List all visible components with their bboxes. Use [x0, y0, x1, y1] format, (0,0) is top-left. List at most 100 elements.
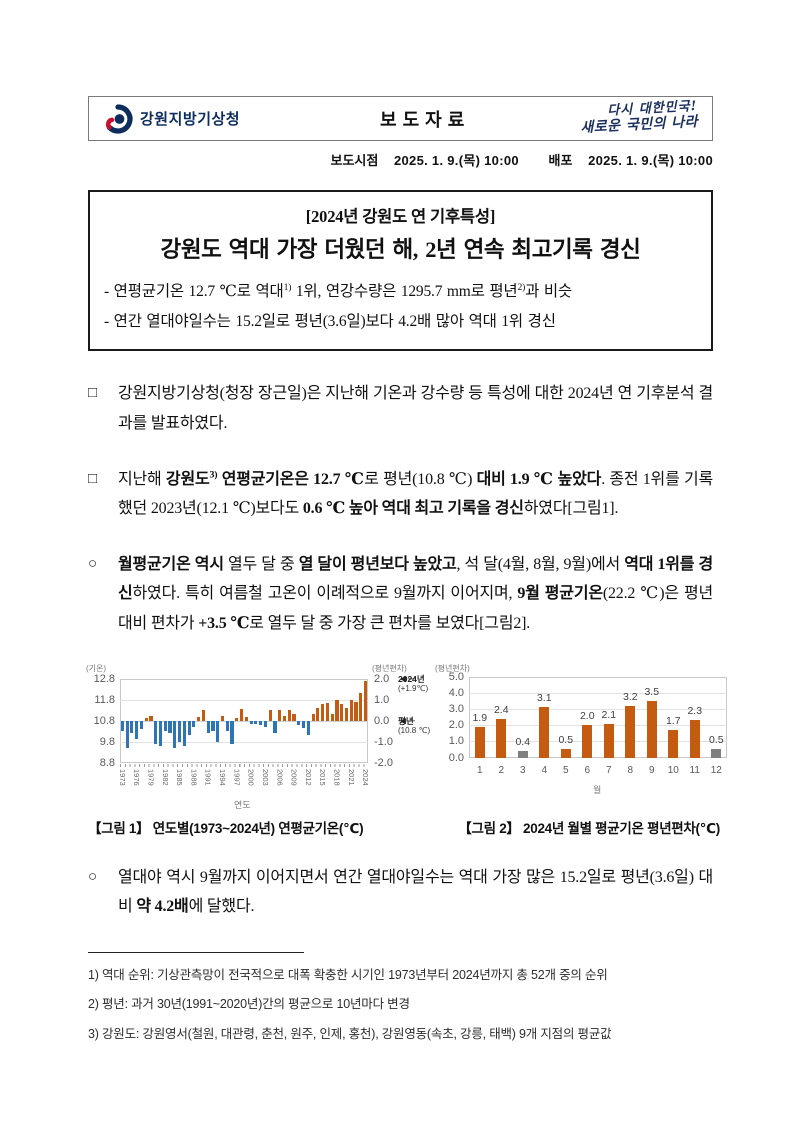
bar-month-4 [539, 707, 550, 758]
bar-year-1974 [125, 720, 129, 748]
bar-year-1999 [244, 717, 248, 721]
x-tick-label: 1994 [218, 768, 228, 786]
x-tick-month-9: 9 [648, 764, 655, 776]
x-tick-month-2: 2 [498, 764, 505, 776]
x-tick-month-4: 4 [541, 764, 548, 776]
x-tick-month-8: 8 [627, 764, 634, 776]
plot-area [469, 676, 727, 758]
left-axis-tick: 12.8 [93, 672, 115, 685]
bar-year-1995 [225, 720, 229, 732]
x-tick-month-12: 12 [710, 764, 722, 776]
x-tick-label: 1985 [175, 768, 185, 786]
bar-year-2024 [364, 680, 368, 721]
bar-year-1990 [201, 710, 205, 721]
figure2-chart: (평년편차) 5.0 4.0 3.0 2.0 1.0 0.0 1.9 1 2.4 2 0.4 3 3.1 4… [435, 661, 737, 807]
headline-bullet-1: - 연평균기온 12.7 ℃로 역대1) 1위, 연강수량은 1295.7 mm… [104, 277, 697, 307]
right-axis-title: (평년편차) [372, 663, 407, 673]
bar-year-1997 [235, 718, 239, 721]
bar-value-month-8: 3.2 [622, 690, 638, 703]
bar-year-2003 [263, 720, 267, 727]
bar-year-1973 [120, 720, 124, 732]
y-axis-title: (평년편차) [435, 663, 470, 673]
x-tick-label: 2006 [275, 768, 285, 786]
paragraph-monthly-mean-temp: ○ 월평균기온 역시 열두 달 중 열 달이 평년보다 높았고, 석 달(4월,… [88, 550, 713, 639]
y-axis-tick: 0.0 [448, 751, 464, 764]
headline-bullets: - 연평균기온 12.7 ℃로 역대1) 1위, 연강수량은 1295.7 mm… [104, 277, 697, 337]
y-axis-tick: 2.0 [448, 719, 464, 732]
bar-month-12 [711, 749, 722, 758]
text-segment: 월평균기온 역시 [118, 555, 224, 573]
bar-value-month-7: 2.1 [601, 708, 617, 721]
figure1-caption: 【그림 1】 연도별(1973~2024년) 연평균기온(℃) [88, 820, 364, 836]
bar-value-month-12: 0.5 [708, 734, 724, 747]
gridline [120, 720, 368, 722]
gridline [469, 708, 727, 710]
bar-month-7 [603, 723, 614, 758]
footnotes: 1) 역대 순위: 기상관측망이 전국적으로 대폭 확충한 시기인 1973년부… [88, 961, 730, 1049]
bar-year-1982 [163, 720, 167, 732]
figure-captions: 【그림 1】 연도별(1973~2024년) 연평균기온(℃) 【그림 2】 2… [88, 817, 720, 837]
bar-year-1981 [158, 720, 163, 746]
bar-year-2008 [287, 710, 291, 721]
bar-year-1976 [135, 720, 139, 740]
gridline [469, 692, 727, 694]
bar-value-month-6: 2.0 [579, 710, 595, 723]
distribute-value: 2025. 1. 9.(목) 10:00 [588, 153, 713, 168]
figure1-chart: (기온) (평년편차) 12.8 11.8 10.8 9.8 8.8 2.0 1.0 0.0 -1.… [84, 661, 434, 810]
text-segment: 역대 1위를 경신 [118, 555, 713, 603]
text-segment: 1위, 연강수량은 1295.7 mm로 평년 [291, 283, 518, 300]
text-segment: - 연평균기온 12.7 ℃로 역대 [104, 283, 284, 300]
left-axis-tick: 8.8 [99, 756, 115, 769]
bar-year-2001 [254, 720, 258, 724]
bar-year-1989 [197, 717, 201, 721]
paragraph-annual-mean-temp: □ 지난해 강원도3) 연평균기온은 12.7 ℃로 평년(10.8 ℃) 대비… [88, 465, 713, 524]
bar-year-2014 [316, 707, 320, 721]
right-axis-tick: -1.0 [374, 735, 393, 748]
text-segment: 하였다[그림1]. [523, 500, 619, 518]
text-segment: +3.5 ℃ [198, 615, 250, 632]
x-tick-label: 1991 [203, 768, 213, 786]
bar-year-2020 [344, 707, 349, 721]
x-tick-month-10: 10 [667, 764, 679, 776]
bar-year-2009 [292, 714, 296, 721]
bar-year-2022 [354, 701, 358, 721]
figures-row: (기온) (평년편차) 12.8 11.8 10.8 9.8 8.8 2.0 1.0 0.0 -1.… [84, 661, 737, 810]
bar-year-1991 [206, 720, 210, 734]
text-segment: 열 달이 평년보다 높았고 [298, 555, 457, 573]
bar-year-1977 [139, 720, 143, 729]
left-axis-tick: 11.8 [94, 693, 115, 706]
bar-value-month-4: 3.1 [536, 692, 552, 705]
bar-year-2000 [249, 720, 253, 724]
document-type-title: 보도자료 [380, 109, 471, 130]
right-axis-tick: 2.0 [374, 672, 390, 685]
text-segment: 강원지방기상청(청장 장근일)은 지난해 기온과 강수량 등 특성에 대한 20… [118, 385, 713, 433]
bar-year-2019 [340, 703, 344, 721]
y-axis-tick: 3.0 [448, 702, 464, 715]
bar-year-2011 [302, 720, 306, 728]
bar-year-2021 [349, 699, 353, 721]
x-axis-title: 연도 [234, 799, 251, 810]
release-time-value: 2025. 1. 9.(목) 10:00 [393, 153, 519, 168]
x-axis-ticks [120, 763, 368, 767]
text-segment: 9월 평균기온 [517, 585, 603, 603]
left-axis-tick: 9.8 [99, 735, 115, 748]
government-slogan: 다시 대한민국! 새로운 국민의 나라 [579, 99, 698, 136]
annotation-2024년: ◄─ 2024년 (+1.9℃) [398, 673, 429, 694]
right-axis-tick: 1.0 [374, 693, 390, 706]
paragraph-marker: □ [88, 470, 97, 487]
release-time-label: 보도시점 [330, 153, 379, 168]
bar-year-2023 [359, 693, 363, 721]
bar-year-1979 [149, 716, 153, 721]
distribute-label: 배포 [548, 153, 573, 168]
bar-value-month-10: 1.7 [665, 715, 681, 728]
paragraph-announcement: □ 강원지방기상청(청장 장근일)은 지난해 기온과 강수량 등 특성에 대한 … [88, 379, 713, 438]
bar-year-1986 [182, 720, 186, 746]
bar-year-2018 [335, 699, 339, 721]
text-segment: . 종전 1위를 기록했던 2023년(12.1 ℃)보다도 [118, 470, 713, 518]
bar-year-2016 [325, 702, 329, 721]
text-segment: 약 4.2배 [136, 898, 189, 916]
x-tick-label: 1979 [146, 768, 156, 786]
bar-year-2012 [306, 720, 310, 736]
paragraph-text: 강원지방기상청(청장 장근일)은 지난해 기온과 강수량 등 특성에 대한 20… [118, 379, 713, 438]
